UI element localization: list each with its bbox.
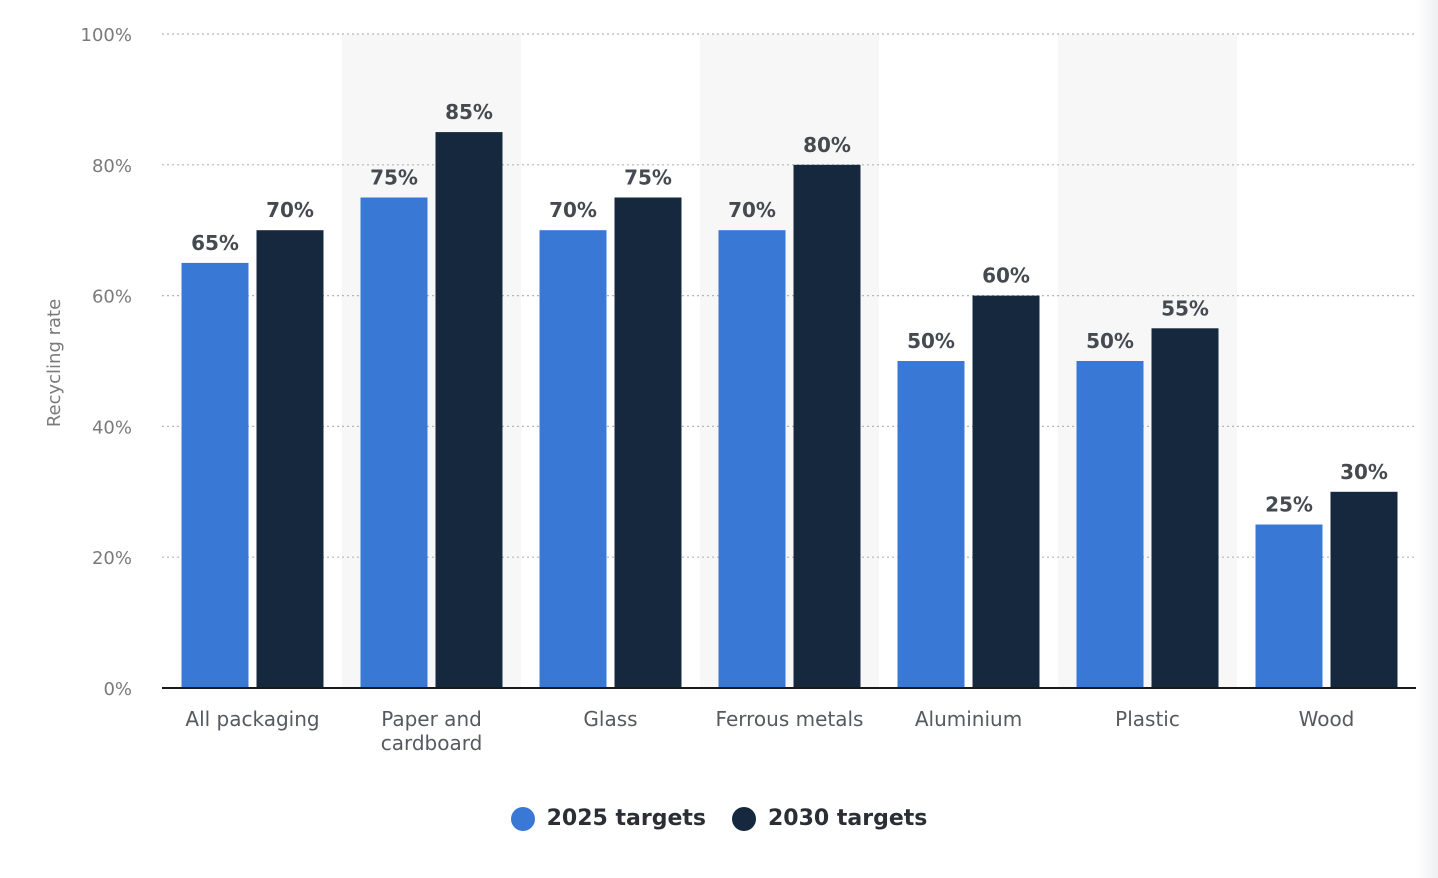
data-label: 80%	[803, 133, 851, 157]
bar-2025[interactable]	[360, 197, 428, 689]
right-edge-shade	[1416, 0, 1438, 878]
y-tick-label: 60%	[92, 287, 132, 308]
x-axis-ticks: All packaging Paper and cardboard Glass Ferr…	[185, 707, 1354, 755]
data-label: 75%	[624, 166, 672, 190]
x-tick-label: Ferrous metals	[716, 707, 864, 731]
legend-label-2030: 2030 targets	[768, 806, 928, 831]
data-label: 50%	[1086, 329, 1134, 353]
bar-2030[interactable]	[614, 197, 682, 689]
x-tick-label: Aluminium	[915, 707, 1022, 731]
y-tick-label: 40%	[92, 417, 132, 438]
data-label: 55%	[1161, 296, 1209, 320]
bar-2025[interactable]	[181, 262, 249, 688]
legend-dot-2030	[732, 806, 756, 831]
bar-2030[interactable]	[793, 164, 861, 689]
bar-2030[interactable]	[1330, 491, 1398, 688]
bar-2025[interactable]	[718, 230, 786, 688]
data-label: 25%	[1265, 493, 1313, 517]
data-label: 75%	[370, 166, 418, 190]
y-tick-label: 0%	[103, 679, 132, 700]
data-label: 50%	[907, 329, 955, 353]
x-tick-label: Glass	[583, 707, 637, 731]
y-axis-label: Recycling rate	[44, 299, 65, 427]
data-label: 85%	[445, 100, 493, 124]
bars	[181, 132, 1398, 689]
legend-item-2025[interactable]: 2025 targets	[510, 806, 706, 831]
data-label: 65%	[191, 231, 239, 255]
legend: 2025 targets 2030 targets	[0, 806, 1438, 831]
x-tick-label: Paper and cardboard	[381, 707, 483, 755]
x-tick-label: All packaging	[185, 707, 319, 731]
data-label: 60%	[982, 264, 1030, 288]
bar-2030[interactable]	[435, 132, 503, 689]
data-label: 70%	[266, 198, 314, 222]
bar-2025[interactable]	[539, 230, 607, 688]
legend-label-2025: 2025 targets	[546, 806, 706, 831]
y-axis-ticks: 0% 20% 40% 60% 80% 100%	[81, 25, 132, 700]
y-tick-label: 100%	[81, 25, 132, 46]
y-tick-label: 20%	[92, 548, 132, 569]
data-label: 70%	[549, 198, 597, 222]
x-tick-label: Wood	[1299, 707, 1355, 731]
bar-2030[interactable]	[1151, 328, 1219, 688]
bar-2025[interactable]	[897, 361, 965, 688]
legend-item-2030[interactable]: 2030 targets	[732, 806, 927, 831]
data-label: 70%	[728, 198, 776, 222]
data-labels: 65% 70% 75% 85% 70% 75% 70% 80% 50% 60% 50% 55% 25% 3…	[191, 100, 1388, 516]
legend-dot-2025	[510, 806, 535, 831]
y-tick-label: 80%	[92, 156, 132, 177]
data-label: 30%	[1340, 460, 1388, 484]
bar-2030[interactable]	[256, 230, 324, 688]
bar-2025[interactable]	[1255, 524, 1323, 689]
x-tick-label: Plastic	[1115, 707, 1180, 731]
bar-2030[interactable]	[972, 295, 1040, 688]
bar-2025[interactable]	[1076, 361, 1144, 688]
